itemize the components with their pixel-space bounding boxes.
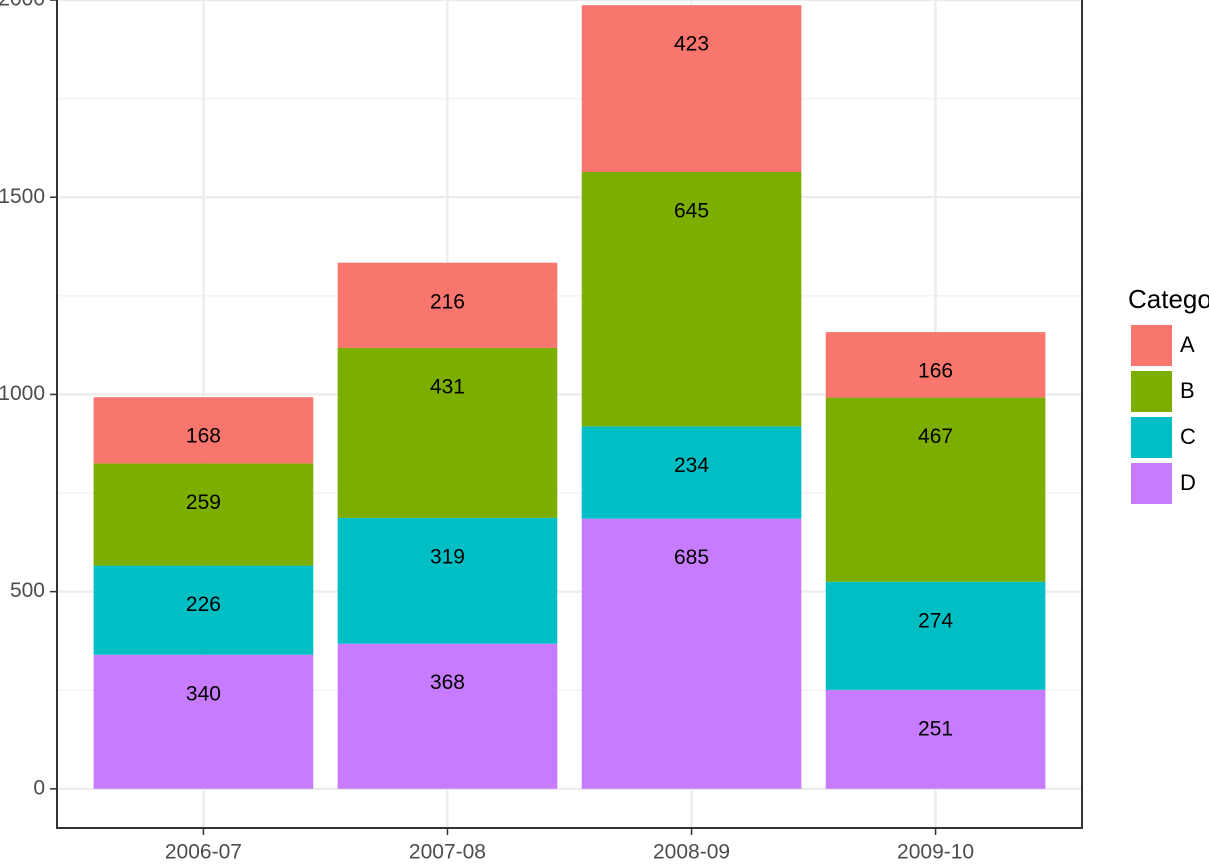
bar-segment — [337, 262, 558, 348]
data-label: 368 — [430, 671, 465, 694]
data-label: 234 — [674, 454, 709, 477]
bar-segment — [581, 5, 802, 173]
bar-segment — [581, 426, 802, 519]
legend-label: A — [1180, 332, 1195, 357]
data-label: 274 — [918, 609, 953, 632]
bar-segment — [825, 581, 1046, 690]
data-label: 319 — [430, 545, 465, 568]
x-tick-label: 2007-08 — [409, 841, 486, 864]
y-tick-label: 500 — [10, 579, 45, 602]
data-label: 226 — [186, 593, 221, 616]
data-label: 166 — [918, 360, 953, 383]
data-label: 645 — [674, 200, 709, 223]
bar-segment — [825, 397, 1046, 582]
legend-key — [1131, 463, 1172, 504]
bar-segment — [337, 643, 558, 789]
legend-label: D — [1180, 470, 1196, 495]
data-label: 216 — [430, 290, 465, 313]
bar-segment — [337, 517, 558, 644]
bar-segment — [93, 565, 314, 655]
legend-label: C — [1180, 424, 1196, 449]
bar-segment — [337, 347, 558, 518]
bar-segment — [581, 172, 802, 427]
y-tick-label: 0 — [33, 776, 45, 799]
bar-segment — [825, 332, 1046, 398]
data-label: 431 — [430, 375, 465, 398]
bar-segment — [825, 689, 1046, 789]
data-label: 467 — [918, 425, 953, 448]
x-tick-label: 2009-10 — [897, 841, 974, 864]
legend-label: B — [1180, 378, 1195, 403]
data-label: 685 — [674, 546, 709, 569]
data-label: 168 — [186, 425, 221, 448]
x-tick-label: 2008-09 — [653, 841, 730, 864]
legend-key — [1131, 417, 1172, 458]
legend-key — [1131, 325, 1172, 366]
y-tick-label: 1500 — [0, 185, 45, 208]
bar-segment — [581, 518, 802, 789]
y-tick-label: 2000 — [0, 0, 45, 11]
bar-segment — [93, 654, 314, 789]
legend-title: Category — [1128, 284, 1209, 314]
y-tick-label: 1000 — [0, 382, 45, 405]
data-label: 340 — [186, 682, 221, 705]
x-tick-label: 2006-07 — [165, 841, 242, 864]
legend-key — [1131, 371, 1172, 412]
panel-border — [56, 0, 1083, 829]
data-label: 251 — [918, 717, 953, 740]
data-label: 259 — [186, 491, 221, 514]
bar-segment — [93, 397, 314, 464]
data-label: 423 — [674, 33, 709, 56]
bar-segment — [93, 463, 314, 566]
